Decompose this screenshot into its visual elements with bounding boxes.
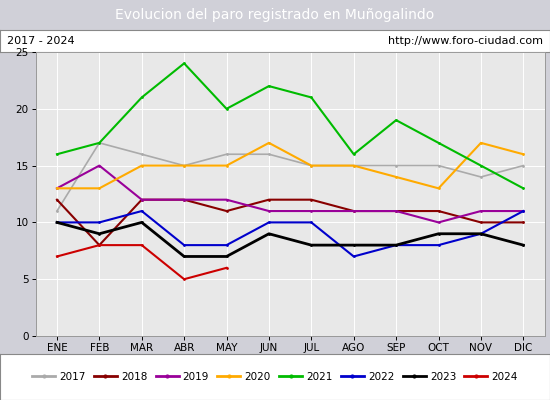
Legend: 2017, 2018, 2019, 2020, 2021, 2022, 2023, 2024: 2017, 2018, 2019, 2020, 2021, 2022, 2023… [32, 372, 518, 382]
Text: Evolucion del paro registrado en Muñogalindo: Evolucion del paro registrado en Muñogal… [116, 8, 435, 22]
Text: 2017 - 2024: 2017 - 2024 [7, 36, 74, 46]
Text: http://www.foro-ciudad.com: http://www.foro-ciudad.com [388, 36, 543, 46]
